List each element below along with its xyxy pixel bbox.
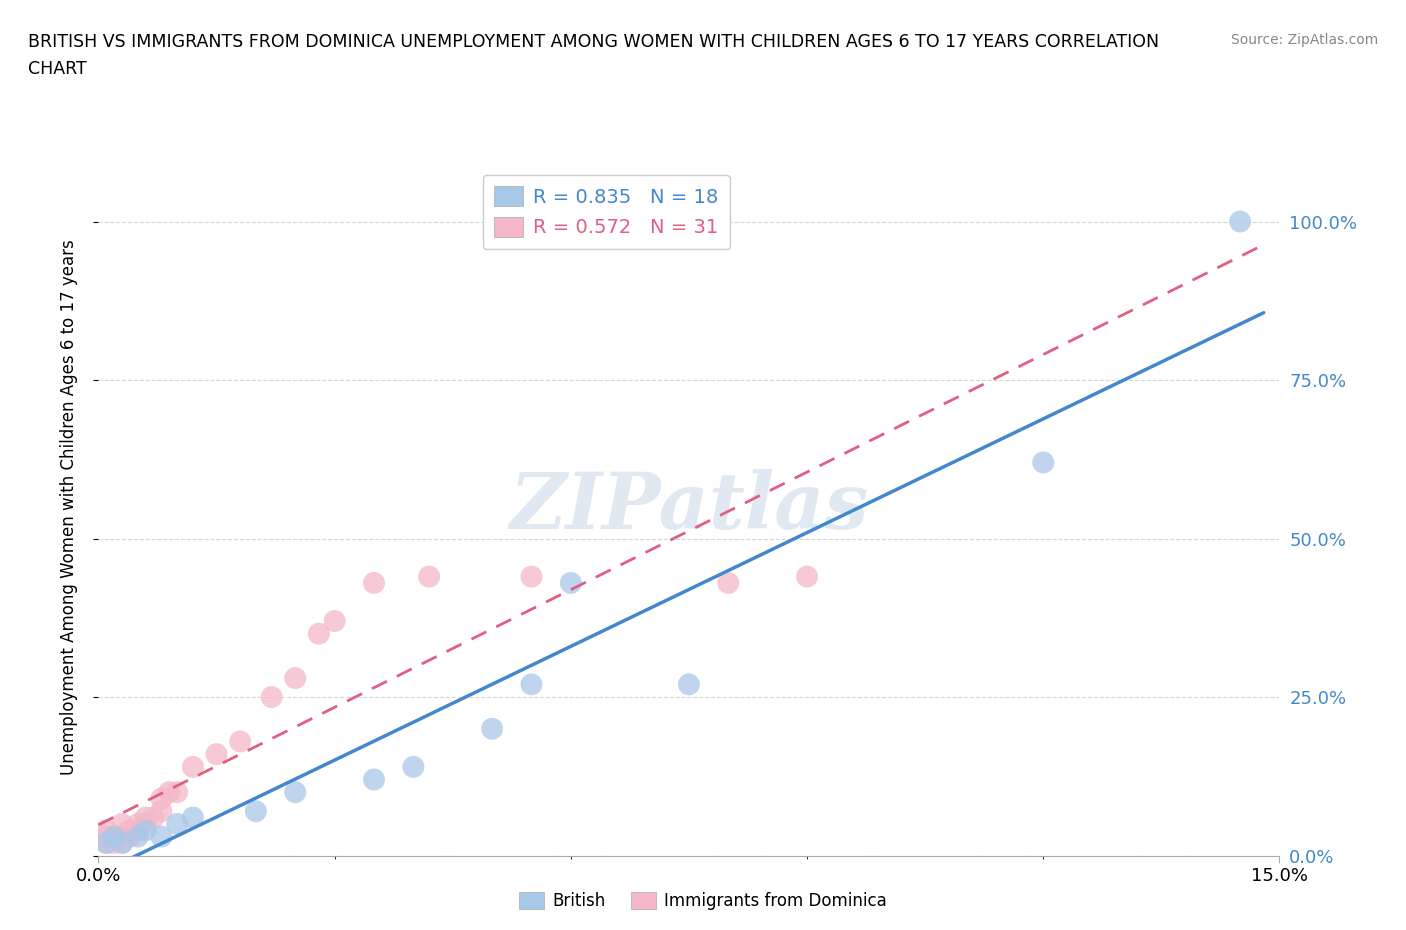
- Point: [229, 734, 252, 749]
- Point: [118, 830, 141, 844]
- Point: [245, 804, 267, 818]
- Point: [181, 760, 204, 775]
- Point: [135, 823, 157, 838]
- Text: ZIPatlas: ZIPatlas: [509, 469, 869, 545]
- Point: [205, 747, 228, 762]
- Point: [96, 823, 118, 838]
- Text: Source: ZipAtlas.com: Source: ZipAtlas.com: [1230, 33, 1378, 46]
- Point: [103, 830, 125, 844]
- Point: [111, 835, 134, 850]
- Point: [402, 760, 425, 775]
- Point: [560, 576, 582, 591]
- Point: [111, 817, 134, 831]
- Point: [118, 823, 141, 838]
- Point: [481, 722, 503, 737]
- Point: [520, 677, 543, 692]
- Point: [678, 677, 700, 692]
- Point: [150, 791, 173, 806]
- Point: [166, 817, 188, 831]
- Point: [150, 830, 173, 844]
- Point: [717, 576, 740, 591]
- Point: [96, 835, 118, 850]
- Point: [142, 810, 165, 825]
- Legend: British, Immigrants from Dominica: British, Immigrants from Dominica: [513, 885, 893, 917]
- Text: BRITISH VS IMMIGRANTS FROM DOMINICA UNEMPLOYMENT AMONG WOMEN WITH CHILDREN AGES : BRITISH VS IMMIGRANTS FROM DOMINICA UNEM…: [28, 33, 1159, 50]
- Point: [96, 835, 118, 850]
- Point: [284, 671, 307, 685]
- Point: [166, 785, 188, 800]
- Point: [520, 569, 543, 584]
- Point: [260, 690, 283, 705]
- Point: [135, 817, 157, 831]
- Point: [96, 830, 118, 844]
- Point: [103, 830, 125, 844]
- Point: [127, 830, 149, 844]
- Legend: R = 0.835   N = 18, R = 0.572   N = 31: R = 0.835 N = 18, R = 0.572 N = 31: [482, 175, 730, 249]
- Point: [103, 835, 125, 850]
- Point: [284, 785, 307, 800]
- Text: CHART: CHART: [28, 60, 87, 78]
- Point: [150, 804, 173, 818]
- Point: [323, 614, 346, 629]
- Point: [308, 626, 330, 641]
- Y-axis label: Unemployment Among Women with Children Ages 6 to 17 years: Unemployment Among Women with Children A…: [59, 239, 77, 775]
- Point: [1032, 455, 1054, 470]
- Point: [796, 569, 818, 584]
- Point: [181, 810, 204, 825]
- Point: [135, 810, 157, 825]
- Point: [363, 772, 385, 787]
- Point: [418, 569, 440, 584]
- Point: [111, 830, 134, 844]
- Point: [111, 835, 134, 850]
- Point: [1229, 214, 1251, 229]
- Point: [127, 817, 149, 831]
- Point: [363, 576, 385, 591]
- Point: [157, 785, 180, 800]
- Point: [127, 823, 149, 838]
